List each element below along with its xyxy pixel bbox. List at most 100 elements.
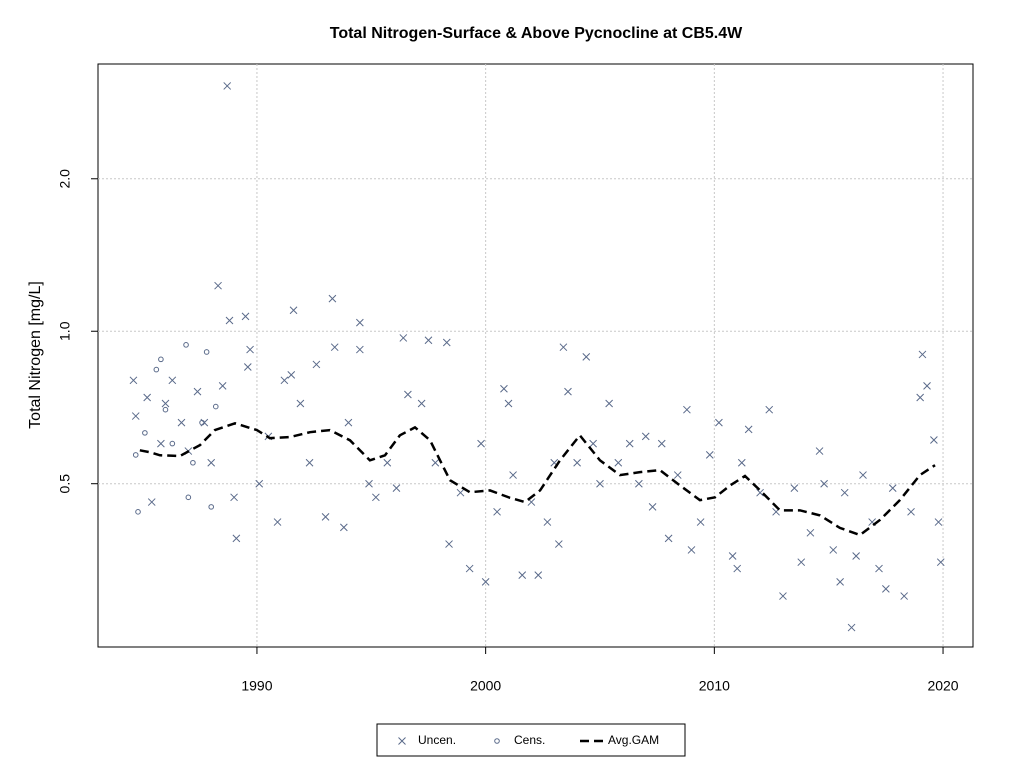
uncensored-point bbox=[733, 564, 742, 573]
uncensored-point bbox=[900, 592, 909, 600]
censored-point bbox=[169, 440, 176, 447]
legend-marker bbox=[398, 737, 406, 745]
plot-frame bbox=[97, 63, 974, 648]
uncensored-point bbox=[255, 479, 264, 488]
uncensored-point bbox=[888, 484, 897, 493]
uncensored-point bbox=[664, 534, 673, 543]
uncensored-point bbox=[223, 82, 232, 90]
uncensored-point bbox=[687, 546, 696, 554]
uncensored-point bbox=[923, 382, 931, 390]
censored-point bbox=[203, 349, 210, 355]
uncensored-point bbox=[365, 479, 373, 488]
uncensored-point bbox=[129, 376, 138, 385]
uncensored-point bbox=[806, 528, 815, 537]
uncensored-point bbox=[715, 418, 723, 427]
uncensored-point bbox=[852, 552, 860, 560]
uncensored-point bbox=[840, 488, 849, 497]
uncensored-point bbox=[477, 439, 485, 448]
uncensored-point bbox=[605, 399, 613, 408]
uncensored-point bbox=[635, 479, 643, 488]
uncensored-point bbox=[218, 382, 227, 390]
uncensored-point bbox=[534, 571, 543, 579]
censored-point bbox=[153, 366, 160, 373]
uncensored-point bbox=[207, 458, 216, 467]
uncensored-point bbox=[339, 523, 348, 532]
uncensored-point bbox=[356, 318, 364, 327]
y-tick-label: 1.0 bbox=[57, 321, 73, 341]
uncensored-point bbox=[442, 338, 451, 347]
uncensored-point bbox=[417, 399, 426, 408]
uncensored-point bbox=[916, 393, 925, 402]
uncensored-point bbox=[930, 436, 938, 444]
x-tick-label: 2000 bbox=[470, 678, 501, 694]
uncensored-point bbox=[797, 558, 806, 567]
uncensored-point bbox=[641, 432, 650, 441]
uncensored-point bbox=[657, 439, 666, 448]
uncensored-point bbox=[815, 447, 824, 455]
uncensored-point bbox=[836, 578, 844, 586]
uncensored-point bbox=[481, 578, 490, 586]
uncensored-point bbox=[509, 471, 517, 479]
censored-point bbox=[212, 403, 219, 410]
uncensored-point bbox=[847, 623, 856, 632]
uncensored-point bbox=[936, 558, 945, 567]
uncensored-point bbox=[859, 471, 867, 479]
uncensored-point bbox=[383, 458, 392, 467]
uncensored-point bbox=[157, 439, 165, 448]
uncensored-point bbox=[445, 540, 453, 548]
uncensored-point bbox=[696, 518, 705, 526]
censored-point bbox=[208, 504, 215, 510]
uncensored-point bbox=[518, 571, 527, 579]
uncensored-point bbox=[330, 343, 339, 352]
uncensored-point bbox=[756, 488, 764, 497]
uncensored-point bbox=[214, 281, 222, 290]
uncensored-point bbox=[559, 343, 568, 352]
uncensored-point bbox=[500, 384, 508, 393]
uncensored-point bbox=[404, 390, 412, 399]
uncensored-point bbox=[493, 507, 501, 516]
x-tick-label: 2020 bbox=[927, 678, 958, 694]
uncensored-point bbox=[596, 479, 604, 488]
uncensored-point bbox=[934, 518, 943, 526]
uncensored-point bbox=[829, 546, 838, 554]
uncensored-point bbox=[543, 518, 552, 526]
y-tick-label: 2.0 bbox=[57, 169, 73, 189]
uncensored-point bbox=[614, 458, 623, 467]
uncensored-point bbox=[456, 488, 465, 497]
legend-label: Cens. bbox=[514, 733, 545, 747]
uncensored-point bbox=[143, 393, 152, 402]
uncensored-point bbox=[225, 316, 234, 325]
uncensored-point bbox=[573, 458, 581, 467]
uncensored-point bbox=[564, 387, 572, 396]
uncensored-point bbox=[907, 507, 915, 516]
uncensored-point bbox=[582, 353, 591, 361]
uncensored-point bbox=[241, 312, 250, 321]
uncensored-point bbox=[193, 387, 202, 396]
censored-point bbox=[199, 419, 205, 426]
uncensored-point bbox=[230, 493, 238, 502]
uncensored-point bbox=[232, 534, 241, 543]
censored-point bbox=[142, 430, 148, 436]
uncensored-point bbox=[918, 350, 927, 359]
censored-point bbox=[190, 459, 196, 466]
uncensored-point bbox=[504, 399, 513, 408]
legend-marker bbox=[494, 738, 500, 744]
uncensored-point bbox=[554, 540, 563, 548]
uncensored-point bbox=[399, 334, 408, 342]
uncensored-point bbox=[683, 405, 691, 414]
censored-point bbox=[158, 356, 164, 363]
y-axis-label: Total Nitrogen [mg/L] bbox=[27, 281, 44, 429]
uncensored-point bbox=[161, 399, 170, 408]
uncensored-point bbox=[728, 552, 737, 560]
uncensored-point bbox=[779, 592, 787, 600]
uncensored-point bbox=[737, 458, 746, 467]
uncensored-point bbox=[312, 360, 321, 369]
uncensored-point bbox=[131, 412, 140, 420]
uncensored-point bbox=[328, 294, 337, 303]
uncensored-point bbox=[321, 513, 330, 521]
x-tick-label: 2010 bbox=[699, 678, 730, 694]
censored-point bbox=[185, 494, 192, 501]
legend-label: Avg.GAM bbox=[608, 733, 659, 747]
censored-point bbox=[132, 452, 139, 458]
